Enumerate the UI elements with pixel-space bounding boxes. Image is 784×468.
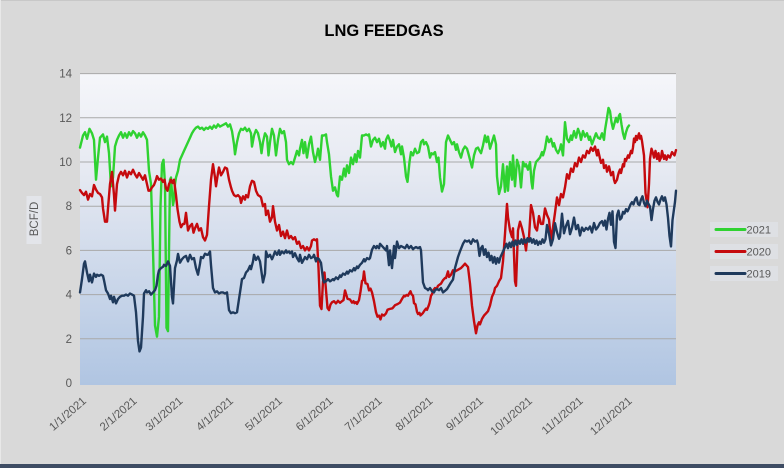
svg-text:LNG FEEDGAS: LNG FEEDGAS (324, 22, 443, 40)
svg-text:4: 4 (66, 290, 73, 302)
svg-text:14: 14 (59, 69, 72, 81)
svg-text:2020: 2020 (747, 247, 771, 259)
svg-text:8: 8 (66, 201, 72, 213)
svg-text:2021: 2021 (747, 225, 771, 237)
svg-text:10: 10 (59, 157, 72, 169)
svg-text:12: 12 (59, 113, 72, 125)
svg-text:2: 2 (66, 334, 72, 346)
svg-text:BCF/D: BCF/D (29, 202, 41, 237)
svg-text:2019: 2019 (747, 269, 771, 281)
svg-text:0: 0 (66, 378, 72, 390)
svg-text:6: 6 (66, 245, 72, 257)
